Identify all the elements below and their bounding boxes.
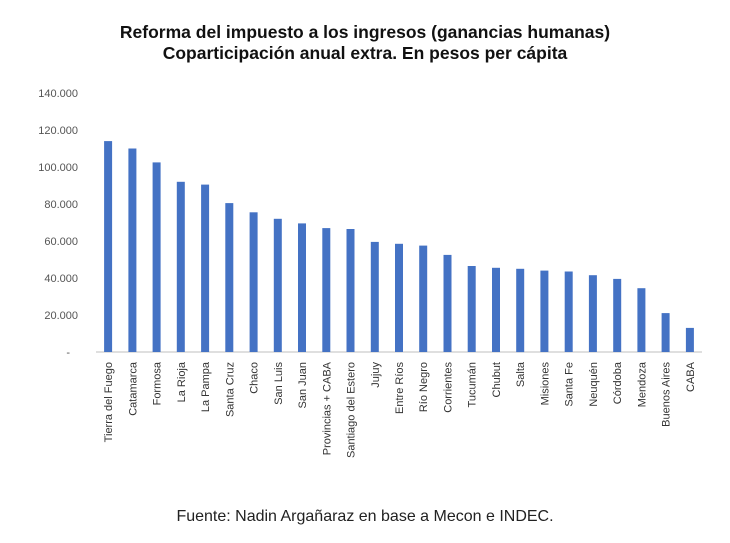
bar [685, 327, 694, 352]
x-tick-label: CABA [685, 361, 697, 392]
bar [564, 271, 573, 352]
bar [128, 148, 137, 352]
bar [201, 184, 210, 352]
bar [540, 270, 549, 352]
x-tick-label: Misiones [539, 362, 551, 406]
x-tick-label: Tucumán [467, 362, 479, 407]
y-tick-label: 40.000 [44, 273, 78, 285]
x-tick-label: La Pampa [200, 361, 212, 412]
x-tick-label: Buenos Aires [661, 362, 673, 427]
bar [395, 243, 403, 352]
x-tick-label: Córdoba [612, 361, 624, 404]
bar [346, 229, 355, 352]
x-tick-label: Salta [515, 361, 527, 387]
x-tick-label: San Juan [297, 362, 309, 408]
x-tick-label: Mendoza [636, 361, 648, 407]
bar [443, 254, 452, 352]
bar [152, 162, 161, 352]
x-tick-label: Santa Fe [564, 362, 576, 407]
bar [637, 288, 646, 352]
y-tick-label: 120.000 [38, 125, 78, 137]
bar [298, 223, 306, 352]
bar [492, 267, 500, 352]
bar [273, 218, 282, 352]
x-tick-label: Santiago del Estero [346, 362, 358, 458]
x-tick-label: Corrientes [443, 362, 455, 413]
x-tick-label: Chubut [491, 362, 503, 397]
y-tick-label: 20.000 [44, 310, 78, 322]
x-tick-label: Río Negro [418, 362, 430, 412]
y-tick-label: 80.000 [44, 199, 78, 211]
bar [370, 241, 379, 352]
bar-chart: - 20.000 40.000 60.000 80.000 100.000 120.000 1… [38, 88, 702, 458]
bar [225, 203, 234, 352]
bar [467, 266, 476, 352]
chart-title: Reforma del impuesto a los ingresos (gan… [0, 22, 730, 64]
bar [613, 278, 622, 352]
y-tick-label: 60.000 [44, 236, 78, 248]
bar [588, 275, 597, 352]
bar [419, 245, 428, 352]
x-tick-label: Chaco [249, 362, 261, 394]
x-tick-label: Jujuy [370, 362, 382, 388]
source-note: Fuente: Nadin Argañaraz en base a Mecon … [176, 508, 554, 525]
y-tick-label: 100.000 [38, 162, 78, 174]
bar [176, 181, 185, 352]
y-tick-label: - [66, 347, 70, 359]
chart-title-line2: Coparticipación anual extra. En pesos pe… [162, 43, 568, 63]
y-tick-label: 140.000 [38, 88, 78, 100]
x-tick-label: Provincias + CABA [321, 361, 333, 455]
x-tick-label: Catamarca [127, 361, 139, 416]
chart-title-line1: Reforma del impuesto a los ingresos (gan… [119, 22, 611, 42]
x-tick-label: Formosa [152, 361, 164, 405]
bar [249, 212, 258, 352]
bar [322, 228, 331, 352]
x-tick-label: Entre Ríos [394, 362, 406, 414]
bar [661, 313, 670, 352]
x-tick-label: San Luis [273, 362, 285, 405]
bar [516, 268, 525, 353]
bar [104, 141, 113, 352]
x-tick-label: La Rioja [176, 361, 188, 402]
x-tick-label: Santa Cruz [224, 362, 236, 417]
x-tick-label: Tierra del Fuego [103, 362, 115, 442]
x-tick-label: Neuquén [588, 362, 600, 407]
